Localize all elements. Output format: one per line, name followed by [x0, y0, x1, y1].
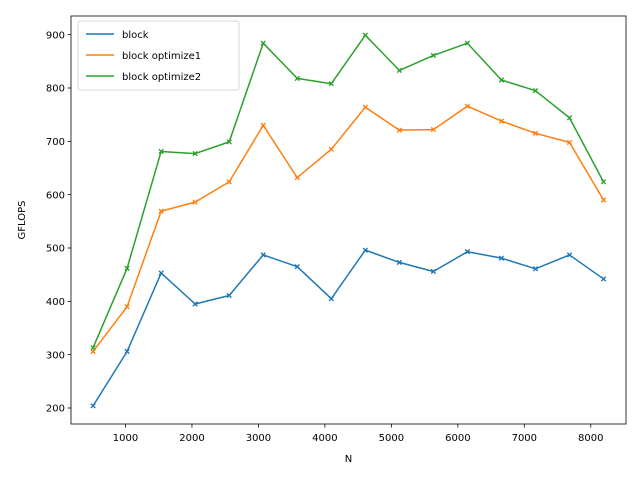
legend-label: block optimize2 [122, 72, 201, 83]
data-point [328, 146, 334, 153]
data-point [430, 268, 437, 275]
data-point [328, 81, 334, 87]
x-tick-label: 7000 [512, 433, 537, 444]
data-point [362, 247, 369, 253]
data-point [464, 249, 471, 255]
data-point [124, 265, 130, 271]
data-point [192, 301, 198, 307]
x-tick-label: 1000 [113, 433, 138, 444]
data-point [90, 345, 96, 351]
x-tick-label: 4000 [312, 433, 337, 444]
data-point [158, 148, 164, 155]
x-tick-label: 8000 [578, 433, 603, 444]
data-point [600, 179, 607, 185]
series-block [90, 247, 607, 409]
data-point [124, 348, 130, 355]
series-block-optimize2 [90, 32, 607, 351]
data-point [294, 75, 300, 82]
data-point [566, 252, 573, 258]
axes-layer: 1000 2000 3000 4000 5000 6000 7000 8000 200 300 40… [46, 15, 627, 444]
data-point [158, 208, 164, 214]
series-line [92, 249, 604, 407]
series-line [92, 34, 605, 349]
data-point [600, 197, 607, 203]
data-point [294, 174, 300, 181]
data-point [362, 32, 369, 38]
data-point [294, 263, 300, 270]
data-point [192, 199, 198, 205]
data-point [90, 403, 96, 409]
y-tick-label: 600 [46, 190, 65, 201]
data-point [260, 252, 266, 258]
data-point [464, 40, 471, 46]
data-point [192, 150, 198, 157]
data-point [566, 115, 573, 121]
plot-frame [70, 15, 627, 425]
x-tick-label: 3000 [246, 433, 271, 444]
data-point [498, 77, 505, 83]
data-point [226, 292, 232, 299]
y-tick-label: 900 [46, 30, 65, 41]
data-point [498, 255, 505, 261]
data-point [328, 295, 334, 302]
legend-box [77, 20, 240, 91]
x-axis-label: N [345, 454, 352, 465]
data-point [498, 118, 505, 124]
data-point [600, 276, 607, 282]
y-tick-label: 800 [46, 84, 65, 95]
legend-label: block optimize1 [122, 51, 201, 62]
legend-label: block [122, 30, 149, 41]
x-tick-label: 2000 [179, 433, 204, 444]
data-point [226, 139, 232, 145]
series-line [92, 105, 605, 352]
data-point [362, 104, 369, 110]
data-point [396, 127, 403, 133]
y-tick-label: 300 [46, 350, 65, 361]
x-tick-label: 5000 [379, 433, 404, 444]
data-point [532, 266, 539, 272]
data-point [566, 139, 573, 146]
data-point [396, 259, 403, 266]
x-tick-label: 6000 [445, 433, 470, 444]
series-layer [90, 32, 607, 409]
data-point [532, 130, 539, 137]
data-point [226, 179, 232, 185]
data-point [464, 103, 471, 109]
data-point [396, 67, 403, 74]
data-point [532, 87, 539, 94]
data-point [260, 40, 266, 46]
data-point [430, 126, 437, 133]
data-point [260, 122, 266, 129]
y-tick-label: 400 [46, 297, 65, 308]
legend: block block optimize1 block optimize2 [77, 20, 240, 91]
y-tick-label: 200 [46, 404, 65, 415]
y-tick-label: 700 [46, 137, 65, 148]
data-point [430, 52, 437, 59]
data-point [158, 270, 164, 276]
y-tick-label: 500 [46, 244, 65, 255]
data-point [124, 303, 130, 310]
y-axis-label: GFLOPS [17, 201, 28, 240]
